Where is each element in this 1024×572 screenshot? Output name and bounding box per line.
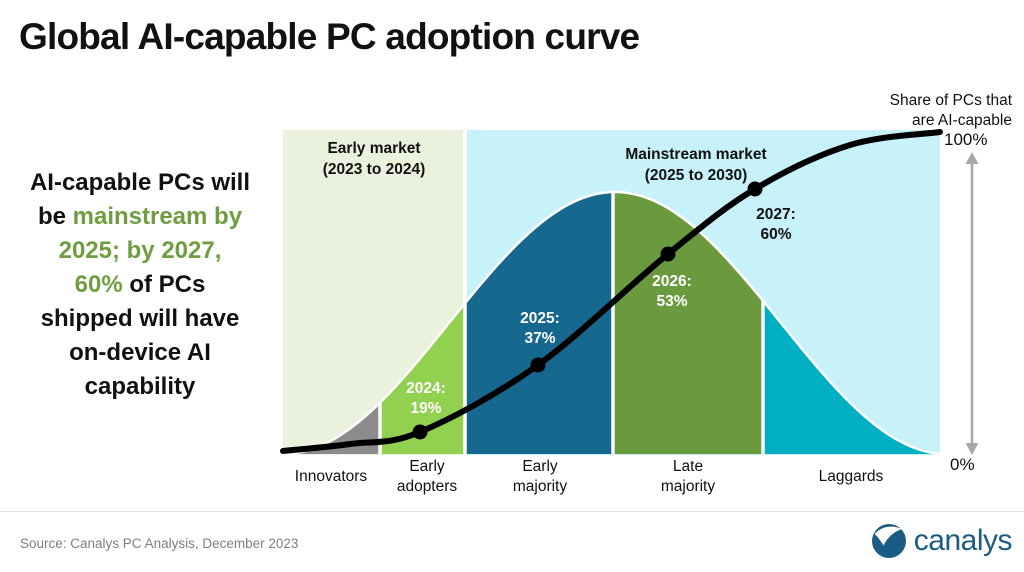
early-market-title: Early market (327, 140, 421, 157)
share-axis-arrow-down-icon (965, 443, 979, 455)
early-market-years: (2023 to 2024) (322, 161, 426, 178)
right-axis-title-line2: are AI-capable (912, 111, 1012, 129)
point-label-2026: 2026: 53% (612, 272, 732, 312)
page-title: Global AI-capable PC adoption curve (19, 16, 640, 57)
early-market-label: Early market (2023 to 2024) (294, 138, 454, 180)
mainstream-market-label: Mainstream market (2025 to 2030) (596, 144, 796, 186)
key-message-text: of PCs (122, 271, 206, 298)
point-value: 19% (410, 400, 442, 417)
key-message-line: AI-capable PCs will (5, 166, 275, 200)
point-year: 2027: (756, 206, 796, 223)
key-message-line: 2025; by 2027, (5, 234, 275, 268)
bell-outline (282, 190, 941, 456)
data-point-dot-2024 (412, 424, 428, 440)
key-message-highlight: 2025; by 2027, (58, 237, 222, 264)
point-label-2025: 2025: 37% (480, 309, 600, 349)
canalys-logo: canalys (871, 523, 1013, 559)
adoption-s-curve (280, 129, 943, 454)
share-axis-arrow-up-icon (965, 152, 979, 164)
canalys-logo-text: canalys (913, 524, 1013, 557)
canalys-logo-icon (871, 524, 906, 558)
mainstream-market-years: (2025 to 2030) (644, 167, 748, 184)
segment-label-innovators: Innovators (294, 468, 368, 485)
point-year: 2024: (406, 380, 446, 397)
axis-max-label: 100% (944, 130, 988, 149)
axis-min-label: 0% (950, 455, 975, 474)
key-message-text: on-device AI (69, 339, 211, 366)
segment-label-laggards: Laggards (818, 468, 884, 485)
data-point-dot-2025 (530, 357, 546, 373)
segment-label-late-majority: Late majority (660, 458, 716, 495)
segment-label-early-majority: Early majority (512, 458, 568, 495)
point-label-2027: 2027: 60% (716, 205, 836, 245)
key-message-text: capability (84, 373, 196, 400)
footer-divider (0, 511, 1024, 512)
point-label-2024: 2024: 19% (366, 379, 486, 419)
bell-segment-early-adopters (380, 303, 465, 454)
point-year: 2025: (520, 310, 560, 327)
point-value: 53% (656, 293, 688, 310)
key-message-line: capability (5, 370, 275, 404)
segment-label-early-adopters: Early adopters (396, 458, 458, 495)
point-value: 60% (760, 226, 792, 243)
source-note: Source: Canalys PC Analysis, December 20… (20, 536, 299, 551)
key-message-highlight: mainstream by (72, 203, 243, 230)
key-message-line: be mainstream by (5, 200, 275, 234)
point-value: 37% (524, 330, 556, 347)
right-axis-title-line1: Share of PCs that (889, 92, 1012, 109)
data-point-dot-2027 (747, 181, 763, 197)
key-message-line: 60% of PCs (5, 268, 275, 302)
data-point-dot-2026 (660, 246, 676, 262)
bell-segment-laggards (763, 300, 940, 454)
key-message-line: shipped will have (5, 302, 275, 336)
key-message-text: shipped will have (40, 305, 240, 332)
point-year: 2026: (652, 273, 692, 290)
key-message-text: be (37, 203, 73, 230)
key-message: AI-capable PCs will be mainstream by 202… (5, 166, 275, 404)
key-message-line: on-device AI (5, 336, 275, 370)
mainstream-market-title: Mainstream market (625, 146, 767, 163)
right-axis-title: Share of PCs that are AI-capable (858, 91, 1012, 130)
key-message-highlight: 60% (74, 271, 123, 298)
key-message-text: AI-capable PCs will (29, 169, 251, 196)
